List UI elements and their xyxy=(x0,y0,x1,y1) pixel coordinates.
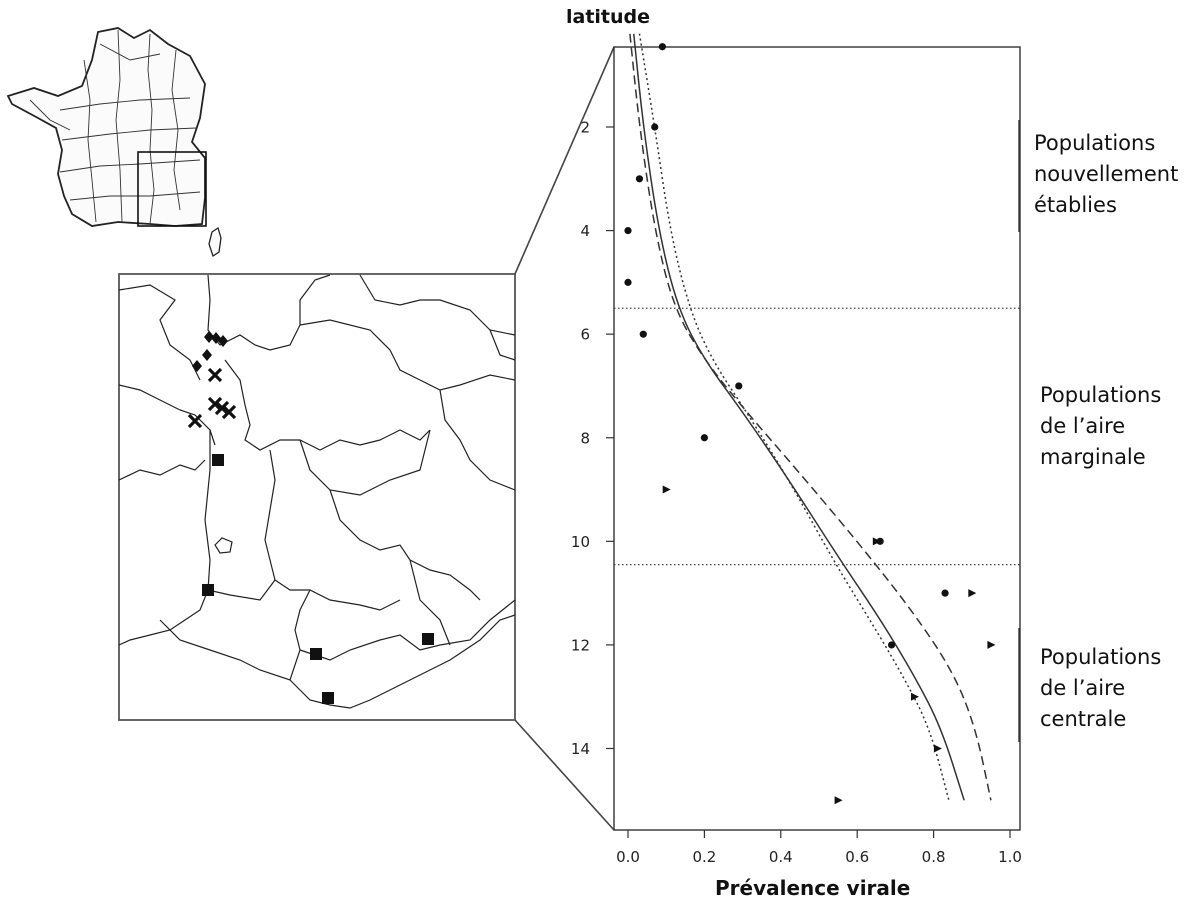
circle-point xyxy=(651,123,659,131)
map-marker-cross xyxy=(207,396,223,412)
y-tick-label: 14 xyxy=(571,740,590,758)
triangle-point xyxy=(987,640,996,649)
triangle-point xyxy=(911,692,919,701)
map-marker-diamond xyxy=(192,360,202,372)
circle-point xyxy=(624,226,632,235)
france-outline xyxy=(6,27,206,227)
circle-point xyxy=(635,175,644,183)
curve-dashed xyxy=(629,33,992,801)
circle-point xyxy=(658,43,666,51)
x-axis-title: Prévalence virale xyxy=(715,876,911,900)
prevalence-chart: 0.0 0.2 0.4 0.6 0.8 1.0 2 4 6 8 10 12 14 xyxy=(571,33,1022,866)
regional-map-frame xyxy=(118,273,516,721)
y-axis-title: latitude xyxy=(566,6,651,28)
circle-point xyxy=(639,330,647,338)
band-label-line: établies xyxy=(1034,193,1117,217)
map-marker-cross xyxy=(214,400,230,416)
circle-point xyxy=(624,278,632,286)
x-tick-label: 0.4 xyxy=(769,848,793,866)
connector-bottom xyxy=(514,719,615,831)
x-tick-label: 0.0 xyxy=(616,848,640,866)
y-tick-label: 4 xyxy=(580,222,590,240)
band-label-line: marginale xyxy=(1040,445,1146,469)
band-label-line: de l’aire xyxy=(1040,676,1126,700)
band-label-line: centrale xyxy=(1040,707,1127,731)
data-points xyxy=(624,43,996,805)
triangle-point xyxy=(872,537,881,546)
map-marker-square xyxy=(322,692,334,704)
map-markers xyxy=(187,331,434,704)
regional-map xyxy=(118,273,516,721)
x-tick-label: 1.0 xyxy=(998,848,1022,866)
map-marker-diamond xyxy=(204,331,214,343)
band-label-central: Populations de l’aire centrale xyxy=(1040,642,1161,735)
fitted-curves xyxy=(629,33,992,801)
x-axis-ticks: 0.0 0.2 0.4 0.6 0.8 1.0 xyxy=(616,830,1022,866)
x-tick-label: 0.8 xyxy=(922,848,946,866)
map-marker-cross xyxy=(187,413,203,429)
band-label-newly-established: Populations nouvellement établies xyxy=(1034,128,1178,221)
triangle-point xyxy=(933,744,942,753)
y-tick-label: 2 xyxy=(580,119,590,137)
curve-solid xyxy=(632,33,965,801)
zoom-connectors xyxy=(514,46,615,831)
triangle-point xyxy=(968,589,977,598)
y-tick-label: 6 xyxy=(580,326,590,344)
map-marker-cross xyxy=(221,404,237,420)
map-marker-diamond xyxy=(202,349,212,361)
map-marker-square xyxy=(202,584,214,596)
map-marker-square xyxy=(422,633,434,645)
band-label-line: de l’aire xyxy=(1040,414,1126,438)
triangle-point xyxy=(662,485,671,494)
circle-point xyxy=(735,382,743,390)
triangle-point xyxy=(834,796,843,805)
x-tick-label: 0.6 xyxy=(845,848,869,866)
y-axis-ticks: 2 4 6 8 10 12 14 xyxy=(571,119,614,758)
band-label-marginal: Populations de l’aire marginale xyxy=(1040,380,1161,473)
plot-area xyxy=(613,46,1021,831)
y-tick-label: 10 xyxy=(571,533,590,551)
map-marker-square xyxy=(310,648,322,660)
map-marker-square xyxy=(212,454,224,466)
map-marker-cross xyxy=(207,367,223,383)
band-label-line: Populations xyxy=(1040,383,1162,407)
circle-point xyxy=(941,589,949,597)
zoom-frame xyxy=(137,151,207,227)
band-label-line: Populations xyxy=(1040,645,1162,669)
map-marker-diamond xyxy=(218,335,228,347)
corsica xyxy=(208,226,222,258)
france-overview-map xyxy=(6,27,222,258)
x-tick-label: 0.2 xyxy=(692,848,716,866)
y-tick-label: 8 xyxy=(580,429,590,447)
band-label-line: nouvellement xyxy=(1034,162,1179,186)
curve-dotted xyxy=(638,33,950,801)
circle-point xyxy=(700,434,709,442)
band-label-line: Populations xyxy=(1034,131,1156,155)
band-boundaries xyxy=(614,307,1020,566)
y-tick-label: 12 xyxy=(571,636,590,654)
circle-point xyxy=(887,641,896,649)
connector-top xyxy=(514,46,615,275)
